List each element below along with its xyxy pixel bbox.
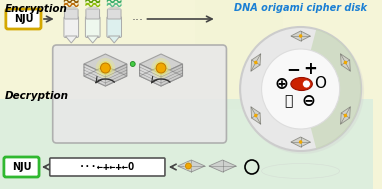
Circle shape bbox=[100, 63, 110, 73]
Bar bbox=[216, 0, 219, 109]
Bar bbox=[222, 0, 225, 109]
Bar bbox=[201, 0, 204, 109]
Bar bbox=[219, 0, 222, 109]
Bar bbox=[265, 0, 269, 109]
Bar bbox=[262, 0, 265, 109]
Text: DNA origami cipher disk: DNA origami cipher disk bbox=[234, 3, 367, 13]
Circle shape bbox=[254, 61, 257, 64]
Text: ···←+←+←O: ···←+←+←O bbox=[79, 162, 136, 172]
Text: Decryption: Decryption bbox=[5, 91, 69, 101]
Bar bbox=[225, 0, 227, 109]
Wedge shape bbox=[301, 29, 361, 149]
Polygon shape bbox=[139, 64, 161, 86]
Circle shape bbox=[151, 58, 171, 78]
Text: NJU: NJU bbox=[12, 162, 31, 172]
Text: Encryption: Encryption bbox=[5, 4, 68, 14]
Bar bbox=[280, 0, 283, 109]
FancyBboxPatch shape bbox=[4, 157, 39, 177]
Polygon shape bbox=[87, 36, 99, 43]
Polygon shape bbox=[178, 160, 205, 172]
Polygon shape bbox=[0, 99, 373, 189]
Bar bbox=[195, 0, 198, 109]
FancyBboxPatch shape bbox=[64, 16, 79, 37]
Polygon shape bbox=[0, 0, 373, 99]
Bar bbox=[248, 0, 251, 109]
Bar bbox=[242, 0, 245, 109]
Circle shape bbox=[96, 58, 115, 78]
Polygon shape bbox=[340, 54, 350, 71]
Circle shape bbox=[344, 114, 347, 117]
Bar bbox=[227, 0, 230, 109]
Polygon shape bbox=[161, 64, 183, 86]
Circle shape bbox=[130, 61, 135, 67]
Bar bbox=[204, 0, 207, 109]
Ellipse shape bbox=[291, 77, 312, 91]
FancyBboxPatch shape bbox=[107, 9, 121, 19]
Polygon shape bbox=[251, 107, 261, 124]
Bar bbox=[245, 0, 248, 109]
FancyBboxPatch shape bbox=[65, 9, 78, 19]
Bar bbox=[210, 0, 213, 109]
Bar bbox=[251, 0, 254, 109]
Text: NJU: NJU bbox=[14, 14, 33, 24]
Bar bbox=[239, 0, 242, 109]
Bar bbox=[271, 0, 274, 109]
Bar bbox=[254, 0, 257, 109]
Polygon shape bbox=[139, 54, 183, 74]
Bar bbox=[207, 0, 210, 109]
Circle shape bbox=[299, 140, 303, 144]
Bar bbox=[260, 0, 262, 109]
Circle shape bbox=[299, 34, 303, 38]
Circle shape bbox=[262, 49, 340, 129]
FancyBboxPatch shape bbox=[86, 9, 100, 19]
Text: −: − bbox=[286, 60, 300, 78]
Bar bbox=[269, 0, 271, 109]
Bar bbox=[233, 0, 236, 109]
Text: +: + bbox=[303, 60, 317, 78]
Bar bbox=[257, 0, 260, 109]
Bar bbox=[230, 0, 233, 109]
Polygon shape bbox=[84, 54, 127, 74]
Circle shape bbox=[240, 27, 361, 151]
Bar bbox=[213, 0, 216, 109]
Text: O: O bbox=[314, 77, 326, 91]
Circle shape bbox=[185, 163, 191, 169]
Polygon shape bbox=[105, 64, 127, 86]
Polygon shape bbox=[291, 31, 311, 41]
Bar bbox=[277, 0, 280, 109]
Circle shape bbox=[185, 162, 192, 170]
Circle shape bbox=[254, 114, 257, 117]
Polygon shape bbox=[139, 66, 183, 86]
Text: ⊖: ⊖ bbox=[301, 92, 316, 110]
FancyBboxPatch shape bbox=[6, 9, 41, 29]
Circle shape bbox=[303, 80, 311, 88]
Polygon shape bbox=[291, 137, 311, 147]
Bar bbox=[236, 0, 239, 109]
Circle shape bbox=[99, 61, 112, 75]
Bar bbox=[274, 0, 277, 109]
Polygon shape bbox=[65, 36, 77, 43]
Polygon shape bbox=[84, 66, 127, 86]
Bar bbox=[198, 0, 201, 109]
Polygon shape bbox=[84, 64, 105, 86]
FancyBboxPatch shape bbox=[107, 16, 121, 37]
Circle shape bbox=[156, 63, 166, 73]
Text: ⓘ: ⓘ bbox=[285, 94, 293, 108]
Circle shape bbox=[241, 28, 364, 154]
Polygon shape bbox=[251, 54, 261, 71]
FancyBboxPatch shape bbox=[53, 45, 227, 143]
FancyBboxPatch shape bbox=[50, 158, 165, 176]
Text: ...: ... bbox=[132, 11, 144, 23]
Polygon shape bbox=[209, 160, 236, 172]
FancyBboxPatch shape bbox=[86, 16, 100, 37]
Text: ⊕: ⊕ bbox=[274, 75, 288, 93]
Polygon shape bbox=[108, 36, 120, 43]
Polygon shape bbox=[340, 107, 350, 124]
Circle shape bbox=[154, 61, 168, 75]
Circle shape bbox=[344, 61, 347, 64]
